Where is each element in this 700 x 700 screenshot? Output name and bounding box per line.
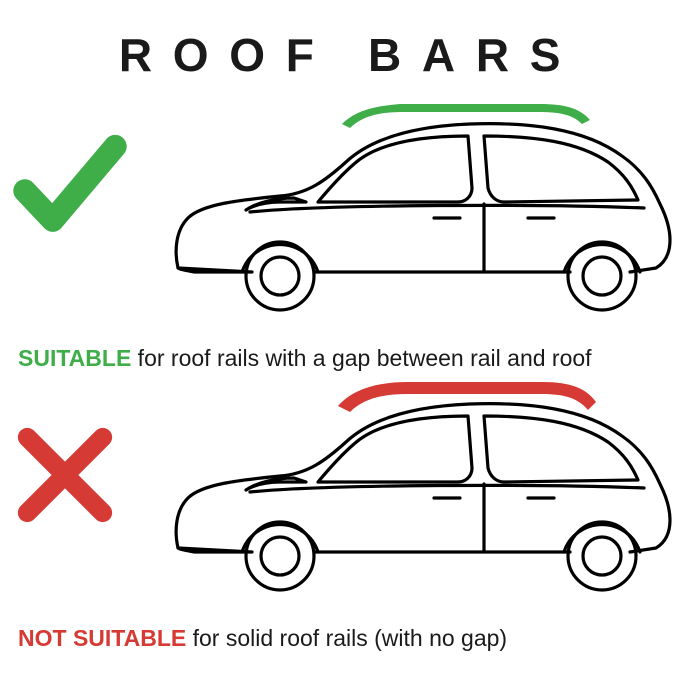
suitable-highlight: SUITABLE — [18, 345, 131, 371]
car-suitable — [130, 100, 700, 340]
unsuitable-highlight: NOT SUITABLE — [18, 625, 186, 651]
unsuitable-rest: for solid roof rails (with no gap) — [186, 625, 507, 651]
page-title: ROOF BARS — [0, 0, 700, 100]
car-unsuitable — [130, 380, 700, 620]
suitable-section: SUITABLE for roof rails with a gap betwe… — [0, 100, 700, 380]
unsuitable-caption: NOT SUITABLE for solid roof rails (with … — [18, 625, 507, 652]
suitable-rest: for roof rails with a gap between rail a… — [131, 345, 591, 371]
x-icon — [10, 420, 130, 535]
roof-rail-solid — [338, 382, 596, 412]
check-icon — [10, 130, 130, 245]
suitable-caption: SUITABLE for roof rails with a gap betwe… — [18, 345, 592, 372]
unsuitable-section: NOT SUITABLE for solid roof rails (with … — [0, 380, 700, 660]
